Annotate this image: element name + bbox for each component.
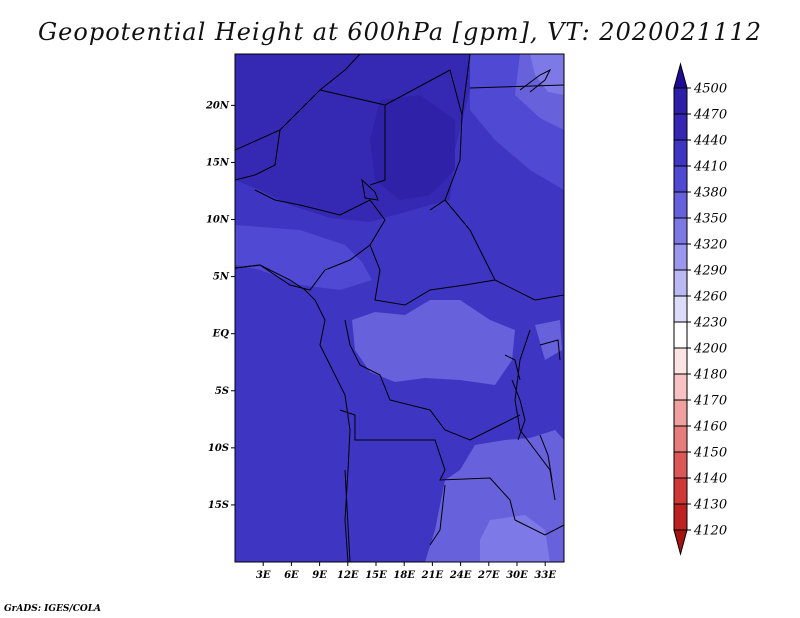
border-line — [344, 469, 351, 562]
lon-tick-label: 24E — [449, 570, 472, 581]
colorbar-label: 4230 — [693, 316, 727, 331]
colorbar-label: 4380 — [693, 186, 727, 201]
border-line — [539, 339, 561, 361]
field-region-south-light — [480, 515, 550, 562]
colorbar-label: 4140 — [693, 472, 727, 487]
colorbar-label: 4160 — [693, 420, 727, 435]
colorbar-segment — [673, 477, 688, 505]
lon-tick-label: 33E — [534, 570, 556, 581]
border-line — [369, 244, 496, 306]
colorbar-label: 4130 — [693, 498, 727, 513]
colorbar-bottom-arrow — [673, 529, 688, 556]
credit-text: GrADS: IGES/COLA — [4, 604, 102, 614]
colorbar-segment — [673, 191, 688, 219]
border-line — [429, 484, 446, 546]
border-line — [514, 519, 564, 536]
colorbar-segment — [673, 425, 688, 453]
border-line — [344, 319, 521, 441]
colorbar-label: 4170 — [693, 394, 727, 409]
colorbar-label: 4410 — [693, 160, 727, 175]
colorbar-segment — [673, 321, 688, 349]
border-line — [384, 69, 463, 211]
lat-tick-label: 10N — [206, 215, 230, 226]
colorbar-segment — [673, 347, 688, 375]
colorbar-label: 4150 — [693, 446, 727, 461]
lon-tick-label: 12E — [337, 570, 359, 581]
border-line — [469, 84, 564, 89]
colorbar-label: 4180 — [693, 368, 727, 383]
lat-tick-label: 15N — [206, 157, 230, 168]
lat-tick-label: 5S — [215, 386, 229, 397]
field-region-high-core — [370, 95, 455, 200]
border-line — [339, 409, 516, 521]
lake-outline — [539, 434, 553, 481]
lon-tick-label: 21E — [421, 570, 444, 581]
field-region-lightest-ne — [530, 54, 564, 95]
colorbar-segment — [673, 243, 688, 271]
field-region-mid-central — [235, 225, 372, 290]
lon-tick-label: 30E — [506, 570, 528, 581]
map-title: Geopotential Height at 600hPa [gpm], VT:… — [38, 18, 762, 46]
lon-tick-label: 18E — [393, 570, 415, 581]
lon-tick-label: 9E — [312, 570, 327, 581]
colorbar-segment — [673, 139, 688, 167]
lon-tick-label: 3E — [256, 570, 271, 581]
border-line — [504, 354, 521, 381]
height-field — [235, 54, 564, 562]
colorbar-segment — [673, 373, 688, 401]
field-region-east — [535, 320, 562, 360]
lat-tick-label: 20N — [205, 100, 230, 111]
colorbar-segment — [673, 295, 688, 323]
colorbar-label: 4440 — [693, 134, 727, 149]
colorbar-label: 4120 — [693, 524, 727, 539]
coastline — [235, 264, 351, 562]
field-region-congo — [352, 300, 515, 385]
lat-tick-label: 15S — [208, 500, 229, 511]
colorbar-segment — [673, 269, 688, 297]
lat-tick-label: 5N — [213, 272, 230, 283]
colorbar-segment — [673, 217, 688, 245]
lake-outline — [361, 178, 379, 201]
map-frame — [234, 53, 565, 563]
border-line — [319, 89, 386, 186]
coastline — [519, 68, 552, 93]
colorbar-segment — [673, 451, 688, 479]
lon-tick-label: 27E — [477, 570, 500, 581]
colorbar-segment — [673, 165, 688, 193]
lon-tick-label: 15E — [365, 570, 387, 581]
colorbar-segment — [673, 113, 688, 141]
colorbar: 4500 4470 4440 4410 4380 4350 4320 4290 4260 4230… — [673, 62, 727, 556]
lake-outline — [511, 379, 526, 441]
border-line — [461, 54, 471, 116]
colorbar-top-arrow — [673, 62, 688, 89]
colorbar-segment — [673, 87, 688, 115]
colorbar-segment — [673, 503, 688, 531]
colorbar-label: 4350 — [693, 212, 727, 227]
border-line — [235, 129, 281, 181]
colorbar-segment — [673, 399, 688, 427]
latitude-ticks: 20N 15N 10N 5N EQ 5S 10S 15S — [205, 100, 235, 511]
colorbar-label: 4500 — [693, 82, 727, 97]
colorbar-label: 4260 — [693, 290, 727, 305]
country-borders — [235, 54, 564, 562]
lat-tick-label: EQ — [212, 329, 230, 340]
colorbar-label: 4470 — [693, 108, 727, 123]
colorbar-label: 4200 — [693, 342, 727, 357]
colorbar-label: 4290 — [693, 264, 727, 279]
colorbar-label: 4320 — [693, 238, 727, 253]
lon-tick-label: 6E — [284, 570, 299, 581]
lat-tick-label: 10S — [208, 443, 229, 454]
longitude-ticks: 3E 6E 9E 12E 15E 18E 21E 24E 27E 30E 33E — [256, 562, 556, 581]
